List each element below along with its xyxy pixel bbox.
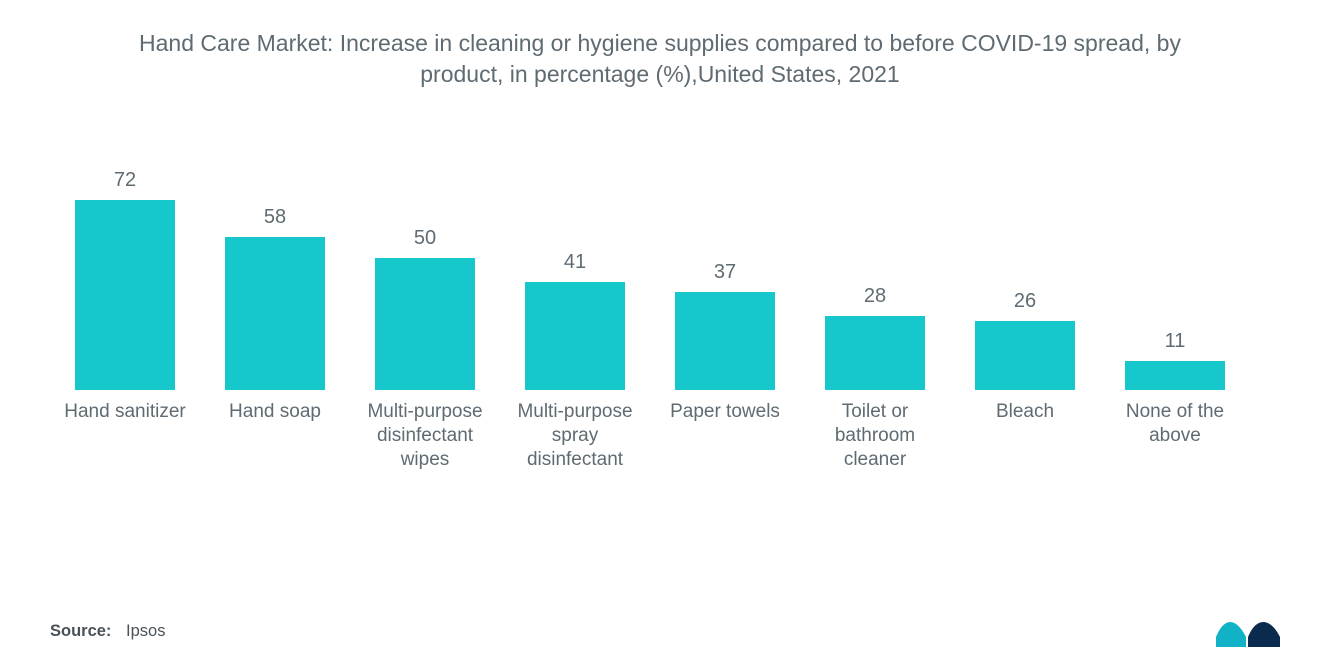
category-label: None of the above [1106, 400, 1244, 471]
bar-col: 58 [206, 206, 344, 390]
bar [525, 282, 625, 390]
source-label: Source: [50, 622, 111, 640]
bar-col: 26 [956, 290, 1094, 390]
bar-col: 37 [656, 261, 794, 390]
category-labels-row: Hand sanitizerHand soapMulti-purpose dis… [40, 390, 1260, 471]
bar-col: 72 [56, 169, 194, 390]
category-label: Hand sanitizer [56, 400, 194, 471]
source-value: Ipsos [126, 622, 165, 640]
bar-col: 41 [506, 251, 644, 390]
bar [75, 200, 175, 390]
category-label: Bleach [956, 400, 1094, 471]
category-label: Toilet or bathroom cleaner [806, 400, 944, 471]
bar-value-label: 50 [414, 227, 436, 250]
brand-logo [1214, 607, 1284, 647]
bar-value-label: 11 [1165, 330, 1186, 353]
source-footer: Source: Ipsos [50, 622, 165, 641]
bar [1125, 361, 1225, 390]
category-label: Multi-purpose disinfectant wipes [356, 400, 494, 471]
logo-wave-right-icon [1248, 622, 1280, 647]
bar-value-label: 58 [264, 206, 286, 229]
logo-wave-left-icon [1216, 622, 1246, 647]
category-label: Multi-purpose spray disinfectant [506, 400, 644, 471]
bar [825, 316, 925, 390]
bar-value-label: 28 [864, 285, 886, 308]
bar [975, 321, 1075, 390]
bars-row: 7258504137282611 [40, 180, 1260, 390]
bar-value-label: 41 [564, 251, 586, 274]
category-label: Hand soap [206, 400, 344, 471]
bar-value-label: 26 [1014, 290, 1036, 313]
plot-area: 7258504137282611 Hand sanitizerHand soap… [40, 180, 1260, 510]
bar-col: 11 [1106, 330, 1244, 390]
bar-value-label: 72 [114, 169, 136, 192]
bar-col: 28 [806, 285, 944, 390]
bar [675, 292, 775, 390]
bar-col: 50 [356, 227, 494, 390]
bar [225, 237, 325, 390]
chart-title: Hand Care Market: Increase in cleaning o… [0, 0, 1320, 90]
category-label: Paper towels [656, 400, 794, 471]
chart-container: Hand Care Market: Increase in cleaning o… [0, 0, 1320, 665]
bar [375, 258, 475, 390]
bar-value-label: 37 [714, 261, 736, 284]
